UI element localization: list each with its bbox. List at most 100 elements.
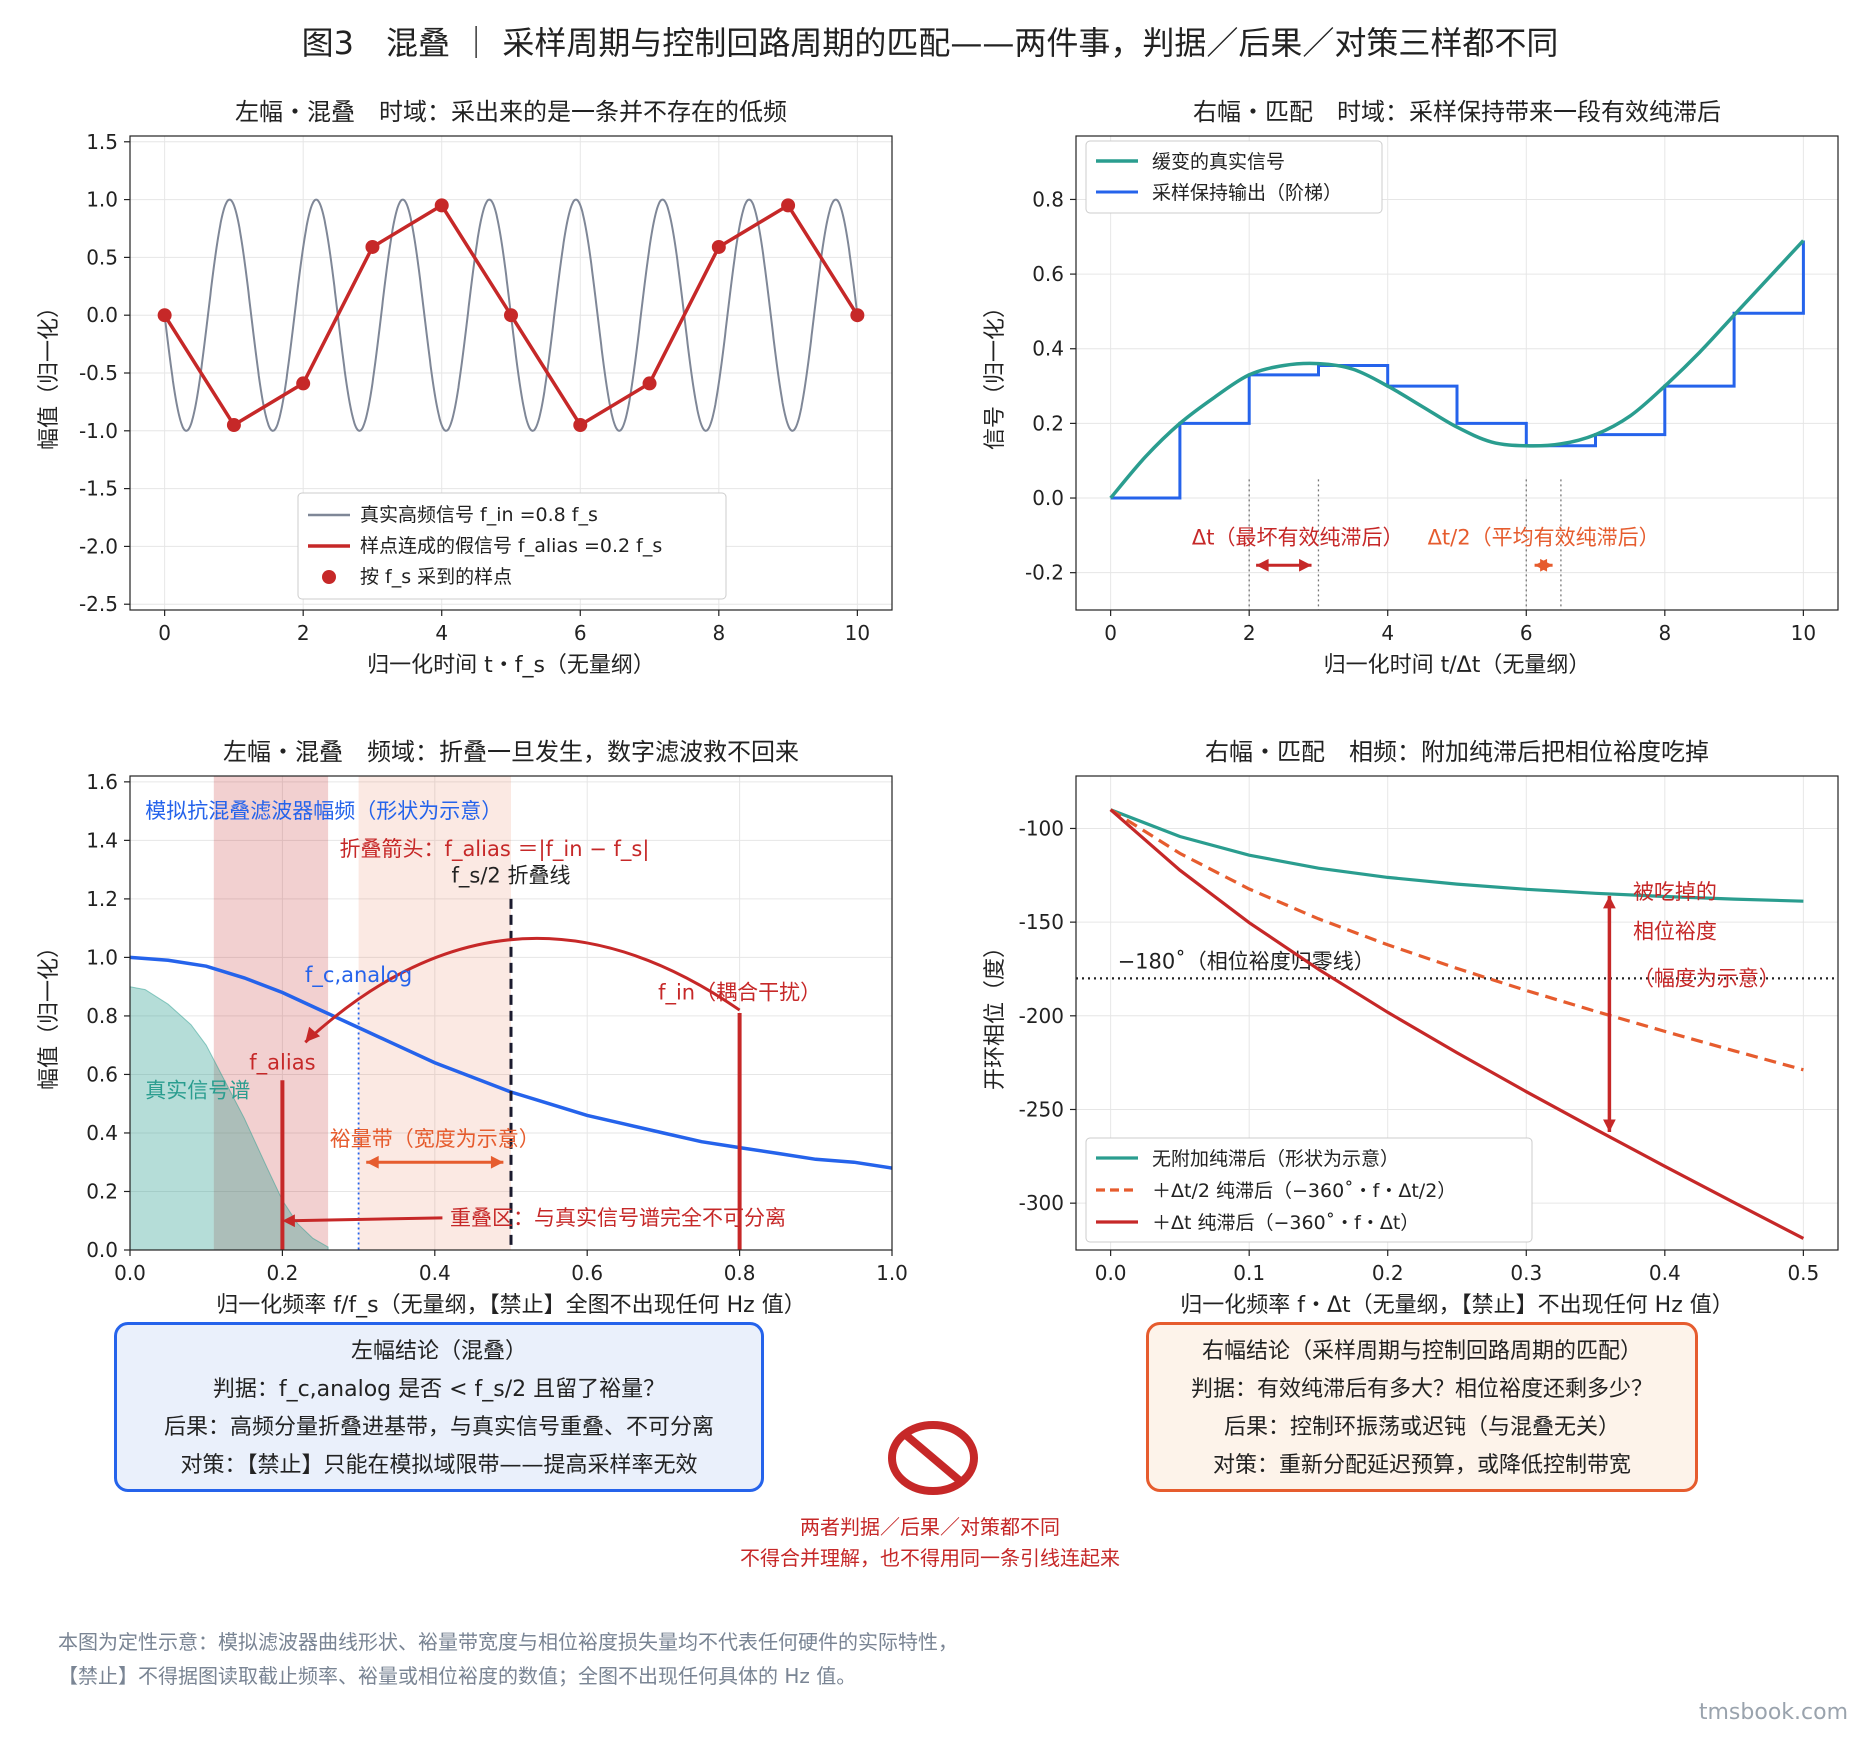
footnote: 本图为定性示意：模拟滤波器曲线形状、裕量带宽度与相位裕度损失量均不代表任何硬件的…: [58, 1625, 958, 1693]
y-tick-label: 0.2: [1032, 411, 1064, 435]
y-tick-label: 0.8: [1032, 187, 1064, 211]
y-tick-label: 0.6: [86, 1062, 118, 1086]
right-box-criterion: 判据：有效纯滞后有多大？相位裕度还剩多少？: [1190, 1377, 1653, 1402]
tr-full-delay-arrow-head: [1299, 558, 1312, 572]
y-tick-label: -300: [1019, 1191, 1064, 1215]
x-tick-label: 0.0: [114, 1261, 146, 1285]
br-y-axis-label: 开环相位（度）: [983, 936, 1008, 1090]
y-tick-label: 1.4: [86, 828, 118, 852]
x-tick-label: 0.6: [571, 1261, 603, 1285]
tl-sample-point: [434, 198, 449, 213]
y-tick-label: -0.5: [79, 361, 118, 385]
x-tick-label: 10: [845, 621, 870, 645]
y-tick-label: -250: [1019, 1097, 1064, 1121]
bl-x-axis-label: 归一化频率 f/f_s（无量纲，【禁止】全图不出现任何 Hz 值）: [216, 1293, 805, 1318]
tr-x-axis-label: 归一化时间 t/Δt（无量纲）: [1324, 653, 1591, 678]
tl-y-axis-label: 幅值（归一化）: [37, 296, 62, 450]
bl-overlap-pointer-head: [282, 1214, 295, 1228]
right-box-consequence: 后果：控制环振荡或迟钝（与混叠无关）: [1223, 1415, 1620, 1440]
tl-sample-point: [573, 418, 588, 433]
bl-overlap-label: 重叠区：与真实信号谱完全不可分离: [450, 1206, 786, 1230]
y-tick-label: 0.2: [86, 1179, 118, 1203]
tr-panel-title: 右幅・匹配 时域：采样保持带来一段有效纯滞后: [1193, 98, 1721, 126]
tl-sample-point: [781, 198, 796, 213]
left-box-title: 左幅结论（混叠）: [350, 1339, 527, 1364]
tr-half-delay-arrow-head: [1534, 558, 1548, 572]
y-tick-label: 0.6: [1032, 262, 1064, 286]
bl-margin-band: [358, 776, 511, 1250]
figure-title: 图3 混叠 ｜ 采样周期与控制回路周期的匹配——两件事，判据／后果／对策三样都不…: [301, 24, 1559, 62]
br-legend-label: 无附加纯滞后（形状为示意）: [1152, 1148, 1399, 1170]
bl-filter-label: 模拟抗混叠滤波器幅频（形状为示意）: [145, 799, 502, 823]
tl-sample-point: [504, 308, 518, 323]
tr-full-delay-arrow-head: [1256, 558, 1269, 572]
x-tick-label: 10: [1791, 621, 1816, 645]
x-tick-label: 6: [574, 621, 587, 645]
y-tick-label: 1.2: [86, 887, 118, 911]
bl-overlap-pointer: [289, 1216, 443, 1223]
tl-legend-true-label: 真实高频信号 f_in =0.8 f_s: [360, 504, 598, 526]
x-tick-label: 4: [435, 621, 448, 645]
br-eaten-margin-arrow-head: [1603, 1119, 1616, 1132]
x-tick-label: 0.4: [1649, 1261, 1681, 1285]
left-box-remedy: 对策：【禁止】只能在模拟域限带——提高采样率无效: [180, 1453, 698, 1478]
bl-margin-arrow-head: [490, 1155, 504, 1169]
right-conclusion-box: 右幅结论（采样周期与控制回路周期的匹配） 判据：有效纯滞后有多大？相位裕度还剩多…: [1146, 1322, 1698, 1492]
prohibited-icon: [888, 1421, 978, 1495]
tr-axes: 0 2 4 6 8 10 -0.2 0.0 0.2 0.4 0.6 0.8 右幅・匹配 时域：采样保持带…: [983, 98, 1838, 678]
tr-full-delay-label: Δt（最坏有效纯滞后）: [1192, 526, 1404, 550]
x-tick-label: 6: [1520, 621, 1533, 645]
br-axes-frame: [1075, 775, 1839, 1251]
tl-sample-point: [296, 376, 311, 391]
left-box-criterion: 判据：f_c,analog 是否 < f_s/2 且留了裕量？: [212, 1377, 666, 1402]
watermark: tmsbook.com: [1698, 1700, 1848, 1725]
warning-text: 两者判据／后果／对策都不同 不得合并理解，也不得用同一条引线连起来: [690, 1512, 1170, 1574]
bl-nyquist-label: f_s/2 折叠线: [452, 863, 571, 888]
tl-axes-frame: [129, 135, 893, 611]
x-tick-label: 0.1: [1233, 1261, 1265, 1285]
tr-y-axis-label: 信号（归一化）: [983, 296, 1008, 450]
footnote-line-1: 本图为定性示意：模拟滤波器曲线形状、裕量带宽度与相位裕度损失量均不代表任何硬件的…: [58, 1630, 958, 1654]
y-tick-label: -100: [1019, 816, 1064, 840]
bl-overlap-band: [213, 776, 329, 1250]
right-box-remedy: 对策：重新分配延迟预算，或降低控制带宽: [1212, 1453, 1631, 1478]
x-tick-label: 0.3: [1510, 1261, 1542, 1285]
y-tick-label: -2.0: [79, 534, 118, 558]
left-conclusion-box: 左幅结论（混叠） 判据：f_c,analog 是否 < f_s/2 且留了裕量？…: [114, 1322, 764, 1492]
warning-line-1: 两者判据／后果／对策都不同: [800, 1515, 1060, 1539]
br-eaten-margin-arrow-head: [1603, 895, 1616, 909]
x-tick-label: 0.2: [1372, 1261, 1404, 1285]
y-tick-label: 1.6: [86, 770, 118, 794]
x-tick-label: 0.4: [419, 1261, 451, 1285]
y-tick-label: 1.0: [86, 188, 118, 212]
x-tick-label: 8: [1658, 621, 1671, 645]
tl-sample-point: [157, 308, 172, 323]
x-tick-label: 4: [1381, 621, 1394, 645]
bl-fin-label: f_in（耦合干扰）: [658, 981, 821, 1006]
y-tick-label: 0.8: [86, 1004, 118, 1028]
y-tick-label: 1.0: [86, 945, 118, 969]
br-half-delay-line: [1109, 808, 1804, 1072]
x-tick-label: 1.0: [876, 1261, 908, 1285]
tr-half-delay-label: Δt/2（平均有效纯滞后）: [1428, 526, 1660, 550]
tl-sample-point: [365, 239, 380, 254]
y-tick-label: -150: [1019, 910, 1064, 934]
y-tick-label: -1.0: [79, 419, 118, 443]
footnote-line-2: 【禁止】不得据图读取截止频率、裕量或相位裕度的数值；全图不出现任何具体的 Hz …: [58, 1664, 857, 1688]
tl-axes: 0 2 4 6 8 10 -2.5 -2.0 -1.5 -1.0 -0.5 0.0 0.5 1.0 1.5 左…: [37, 98, 892, 678]
br-legend-box: [1085, 1137, 1533, 1243]
tr-legend-true-label: 缓变的真实信号: [1152, 151, 1285, 173]
tl-sample-point: [850, 308, 865, 323]
right-box-title: 右幅结论（采样周期与控制回路周期的匹配）: [1201, 1339, 1642, 1364]
bl-fold-arrow-head: [305, 1026, 321, 1043]
x-tick-label: 0.2: [266, 1261, 298, 1285]
tl-sample-point: [226, 418, 241, 433]
tl-panel-title: 左幅・混叠 时域：采出来的是一条并不存在的低频: [235, 98, 787, 126]
y-tick-label: 0.0: [1032, 486, 1064, 510]
x-tick-label: 0: [1104, 621, 1117, 645]
br-no-delay-line: [1110, 808, 1804, 903]
y-tick-label: 0.4: [1032, 337, 1064, 361]
bl-margin-label: 裕量带（宽度为示意）: [330, 1127, 540, 1151]
br-x-axis-label: 归一化频率 f・Δt（无量纲，【禁止】不出现任何 Hz 值）: [1180, 1293, 1734, 1318]
